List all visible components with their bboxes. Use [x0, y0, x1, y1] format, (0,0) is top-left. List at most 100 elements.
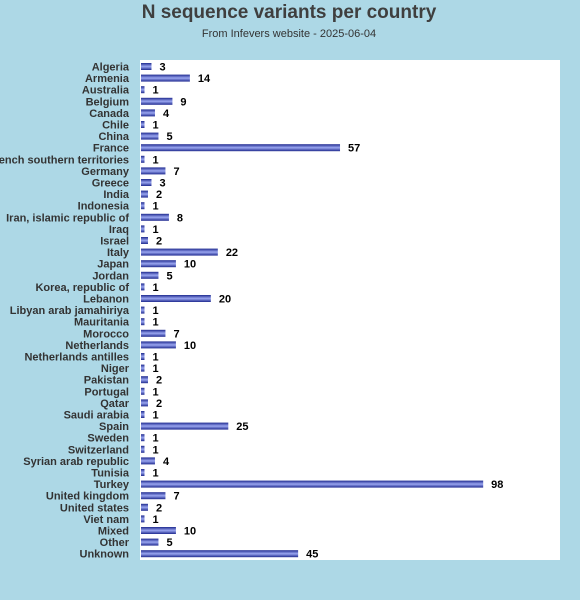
bar [141, 422, 229, 430]
value-label: 1 [152, 201, 158, 213]
value-label: 10 [184, 526, 196, 538]
category-label: Mixed [98, 526, 129, 538]
category-label: Australia [82, 85, 130, 97]
bar [141, 550, 299, 558]
category-label: Other [100, 537, 130, 549]
bar [141, 515, 145, 523]
category-label: India [103, 189, 130, 201]
bar [141, 538, 159, 546]
bar [141, 271, 159, 279]
value-label: 1 [152, 444, 158, 456]
plot-area [140, 60, 560, 560]
bar [141, 411, 145, 418]
value-label: 22 [226, 247, 238, 259]
value-label: 25 [236, 421, 248, 433]
bar [141, 445, 145, 453]
value-label: 2 [156, 236, 162, 248]
value-label: 1 [152, 305, 158, 317]
value-label: 1 [152, 120, 158, 132]
value-label: 1 [152, 433, 158, 445]
bar [141, 179, 152, 186]
bar [141, 190, 148, 198]
value-label: 7 [173, 328, 179, 340]
value-label: 2 [156, 398, 162, 410]
value-label: 98 [491, 479, 503, 491]
category-label: Algeria [92, 62, 130, 74]
bar [141, 74, 190, 82]
value-label: 8 [177, 212, 183, 224]
bar [141, 237, 148, 244]
category-label: Greece [92, 178, 129, 190]
bar [141, 97, 173, 105]
value-label: 1 [152, 514, 158, 526]
bar [141, 364, 145, 372]
category-label: Israel [100, 236, 129, 248]
bar [141, 132, 159, 140]
category-label: China [98, 131, 129, 143]
category-label: Netherlands antilles [24, 352, 129, 364]
bar [141, 225, 145, 233]
category-label: Unknown [80, 549, 130, 561]
category-label: Iraq [109, 224, 129, 236]
value-label: 1 [152, 352, 158, 364]
category-label: Pakistan [84, 375, 130, 387]
value-label: 4 [163, 108, 170, 120]
value-label: 4 [163, 456, 170, 468]
category-label: Tunisia [91, 468, 130, 480]
bar [141, 492, 166, 500]
bar [141, 295, 211, 302]
value-label: 5 [166, 131, 172, 143]
category-label: French southern territories [0, 154, 129, 166]
value-label: 7 [173, 166, 179, 178]
value-label: 1 [152, 386, 158, 398]
value-label: 5 [166, 270, 172, 282]
bar [141, 121, 145, 128]
category-label: Korea, republic of [35, 282, 129, 294]
category-label: Iran, islamic republic of [6, 212, 129, 224]
category-label: Niger [101, 363, 130, 375]
bar [141, 503, 148, 511]
category-label: Belgium [86, 96, 130, 108]
category-label: Syrian arab republic [23, 456, 129, 468]
category-label: Canada [89, 108, 130, 120]
category-label: Japan [97, 259, 129, 271]
value-label: 57 [348, 143, 360, 155]
category-label: France [93, 143, 129, 155]
bar [141, 202, 145, 210]
bar [141, 155, 145, 163]
value-label: 9 [180, 96, 186, 108]
category-label: Viet nam [83, 514, 129, 526]
chart-title: N sequence variants per country [141, 2, 437, 23]
category-label: Saudi arabia [64, 410, 130, 422]
bar [141, 109, 155, 117]
bar [141, 387, 145, 395]
bar [141, 260, 176, 268]
category-label: Netherlands [65, 340, 129, 352]
value-label: 3 [159, 62, 165, 74]
category-label: Germany [81, 166, 130, 178]
value-label: 10 [184, 340, 196, 352]
bar [141, 306, 145, 314]
bar [141, 457, 155, 465]
category-label: Indonesia [78, 201, 130, 213]
value-label: 1 [152, 410, 158, 422]
category-label: United states [60, 502, 129, 514]
category-label: Turkey [94, 479, 130, 491]
value-label: 3 [159, 178, 165, 190]
category-label: Spain [99, 421, 129, 433]
bar [141, 469, 145, 476]
value-label: 1 [152, 85, 158, 97]
category-label: Switzerland [68, 444, 129, 456]
category-label: Armenia [85, 73, 130, 85]
category-label: Portugal [84, 386, 129, 398]
value-label: 1 [152, 282, 158, 294]
value-label: 2 [156, 375, 162, 387]
category-label: Chile [102, 120, 129, 132]
category-label: Mauritania [74, 317, 130, 329]
value-label: 10 [184, 259, 196, 271]
value-label: 1 [152, 224, 158, 236]
category-label: Jordan [92, 270, 129, 282]
bar [141, 341, 176, 349]
bar [141, 399, 148, 407]
